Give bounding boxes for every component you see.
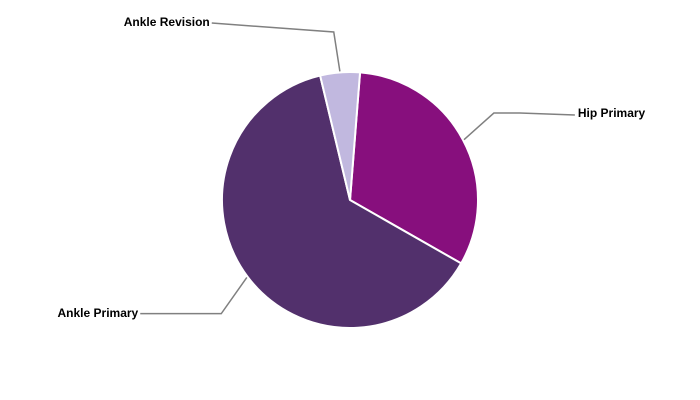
leader-line xyxy=(463,112,575,141)
slice-label: Ankle Primary xyxy=(58,306,139,320)
slice-label: Ankle Revision xyxy=(124,15,210,29)
leader-line xyxy=(140,277,248,315)
leader-line xyxy=(211,22,341,72)
pie-slice xyxy=(221,74,463,329)
pie-slice xyxy=(348,71,479,265)
pie-slice xyxy=(318,71,362,201)
slice-label: Hip Primary xyxy=(578,106,646,120)
